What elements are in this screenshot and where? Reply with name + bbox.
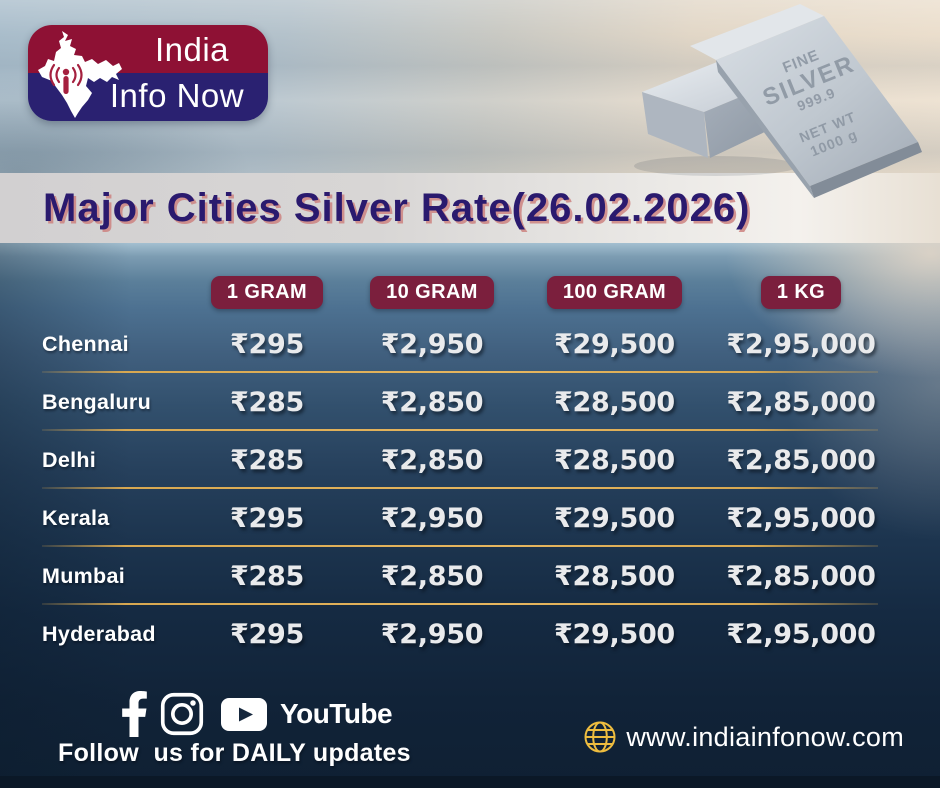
rate-value: ₹285 (230, 560, 304, 592)
rate-value: ₹295 (230, 502, 304, 534)
table-row: Hyderabad ₹295 ₹2,950 ₹29,500 ₹2,95,000 (42, 605, 895, 663)
rate-value: ₹2,95,000 (726, 328, 876, 360)
title-banner: Major Cities Silver Rate(26.02.2026) (0, 173, 940, 243)
logo-text-india: India (154, 31, 230, 68)
rate-value: ₹2,950 (380, 618, 484, 650)
rate-value: ₹2,850 (380, 444, 484, 476)
radio-tower-icon (49, 63, 83, 87)
rate-value: ₹2,95,000 (726, 618, 876, 650)
rate-value: ₹28,500 (554, 560, 675, 592)
table-row: Chennai ₹295 ₹2,950 ₹29,500 ₹2,95,000 (42, 315, 895, 373)
rate-value: ₹28,500 (554, 444, 675, 476)
rate-value: ₹2,85,000 (726, 560, 876, 592)
rate-value: ₹29,500 (554, 328, 675, 360)
city-name: Hyderabad (42, 621, 156, 646)
table-row: Bengaluru ₹285 ₹2,850 ₹28,500 ₹2,85,000 (42, 373, 895, 431)
social-icons-row: YouTube (120, 690, 393, 738)
rate-value: ₹295 (230, 618, 304, 650)
globe-icon (584, 721, 616, 753)
table-row: Mumbai ₹285 ₹2,850 ₹28,500 ₹2,85,000 (42, 547, 895, 605)
city-name: Kerala (42, 505, 110, 530)
city-name: Bengaluru (42, 389, 152, 414)
table-row: Kerala ₹295 ₹2,950 ₹29,500 ₹2,95,000 (42, 489, 895, 547)
rate-value: ₹295 (230, 328, 304, 360)
rate-value: ₹2,85,000 (726, 444, 876, 476)
rate-value: ₹2,85,000 (726, 386, 876, 418)
rate-value: ₹285 (230, 386, 304, 418)
rate-value: ₹28,500 (554, 386, 675, 418)
column-badge-100-gram: 100 GRAM (546, 275, 683, 309)
city-name: Delhi (42, 447, 97, 472)
youtube-icon[interactable] (221, 697, 267, 731)
column-badge-10-gram: 10 GRAM (370, 275, 494, 309)
table-header-row: 1 GRAM 10 GRAM 100 GRAM 1 KG (42, 269, 895, 315)
facebook-icon[interactable] (120, 691, 149, 737)
rate-value: ₹29,500 (554, 502, 675, 534)
rate-value: ₹2,950 (380, 328, 484, 360)
page-title: Major Cities Silver Rate(26.02.2026) (43, 185, 751, 230)
rate-value: ₹29,500 (554, 618, 675, 650)
city-name: Chennai (42, 331, 129, 356)
youtube-wordmark[interactable]: YouTube (280, 698, 393, 729)
brand-logo[interactable]: India Info Now (28, 25, 268, 121)
instagram-icon[interactable] (160, 692, 204, 736)
table-row: Delhi ₹285 ₹2,850 ₹28,500 ₹2,85,000 (42, 431, 895, 489)
city-name: Mumbai (42, 563, 126, 588)
rates-table: 1 GRAM 10 GRAM 100 GRAM 1 KG Chennai ₹29… (0, 243, 940, 663)
silver-bars-image: FINE SILVER 999.9 NET WT 1000 g (634, 4, 922, 198)
rate-value: ₹2,850 (380, 386, 484, 418)
india-map-icon (38, 31, 122, 118)
bottom-strip (0, 776, 940, 788)
column-badge-1-gram: 1 GRAM (210, 275, 324, 309)
column-badge-1-kg: 1 KG (760, 275, 842, 309)
follow-us-text: Follow us for DAILY updates (58, 739, 411, 767)
rate-value: ₹2,950 (380, 502, 484, 534)
rates-section: 1 GRAM 10 GRAM 100 GRAM 1 KG Chennai ₹29… (0, 243, 940, 788)
logo-text-info-now: Info Now (109, 77, 245, 114)
rate-value: ₹2,95,000 (726, 502, 876, 534)
website-url[interactable]: www.indiainfonow.com (626, 721, 904, 752)
rate-value: ₹285 (230, 444, 304, 476)
rate-value: ₹2,850 (380, 560, 484, 592)
website-row[interactable]: www.indiainfonow.com (583, 720, 904, 754)
